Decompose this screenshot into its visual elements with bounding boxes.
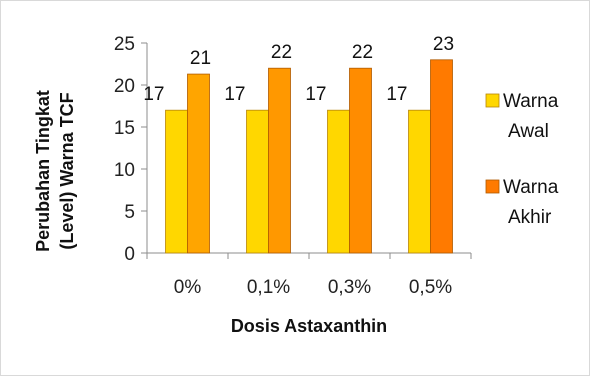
bar-warna-akhir [187, 73, 210, 254]
legend-label: Awal [508, 121, 549, 142]
data-label: 21 [190, 48, 211, 69]
bar-warna-awal [246, 109, 269, 254]
legend-swatch-warna-awal [485, 93, 500, 108]
bar-warna-akhir [268, 67, 291, 254]
data-label: 22 [271, 42, 292, 63]
bar-warna-awal [327, 109, 350, 254]
legend-label: Warna [503, 177, 559, 198]
bars [165, 59, 453, 254]
legend: Warna Awal Warna Akhir [485, 91, 559, 228]
x-axis-labels: 0% 0,1% 0,3% 0,5% [174, 277, 452, 298]
x-tick-label: 0% [174, 277, 202, 298]
y-axis-title-line-1: Perubahan Tingkat [33, 90, 53, 252]
bar-warna-awal [165, 109, 188, 254]
y-tick-label: 25 [114, 34, 135, 55]
x-tick-label: 0,5% [409, 277, 452, 298]
legend-swatch-warna-akhir [485, 179, 500, 194]
bar-warna-akhir [349, 67, 372, 254]
y-tick-label: 20 [114, 76, 135, 97]
bar-warna-akhir [430, 59, 453, 254]
data-label: 23 [433, 34, 454, 55]
bar-warna-awal [408, 109, 431, 254]
x-tick-label: 0,3% [328, 277, 371, 298]
y-axis-ticks: 0 5 10 15 20 25 [114, 34, 147, 265]
legend-label: Akhir [508, 207, 552, 228]
x-tick-label: 0,1% [247, 277, 290, 298]
y-axis-title-line-2: (Level) Warna TCF [57, 92, 77, 249]
y-axis-title: Perubahan Tingkat (Level) Warna TCF [33, 90, 77, 252]
data-label: 17 [143, 84, 164, 105]
y-tick-label: 5 [124, 202, 135, 223]
data-label: 17 [224, 84, 245, 105]
data-label: 17 [386, 84, 407, 105]
x-axis-title: Dosis Astaxanthin [231, 316, 387, 336]
y-tick-label: 10 [114, 160, 135, 181]
legend-label: Warna [503, 91, 559, 112]
data-label: 17 [305, 84, 326, 105]
data-label: 22 [352, 42, 373, 63]
y-tick-label: 0 [124, 244, 135, 265]
x-axis-ticks [146, 253, 472, 259]
data-labels: 17 21 17 22 17 22 17 23 [143, 34, 454, 105]
y-tick-label: 15 [114, 118, 135, 139]
